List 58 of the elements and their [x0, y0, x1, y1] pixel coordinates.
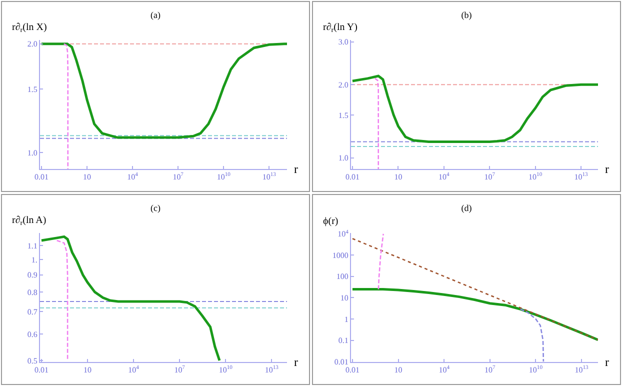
chart-title: (c) [150, 202, 160, 213]
x-tick-label: 10$^{13}$ [264, 365, 279, 375]
chart-title: (b) [461, 10, 472, 20]
y-tick-label: 2.0 [27, 40, 38, 49]
x-tick-label: 10$^{13}$ [262, 172, 276, 182]
x-tick-label: 10$^{10}$ [218, 365, 233, 375]
y-tick-label: 0.9 [27, 270, 38, 280]
x-tick-label: 10$^{7}$ [484, 365, 496, 375]
x-tick-label: 10$^{4}$ [438, 172, 450, 182]
x-tick-label: 10$^{10}$ [528, 365, 543, 375]
y-tick-label: 1.0 [27, 148, 38, 158]
y-tick-label: 1.1 [27, 241, 38, 250]
y-tick-label: 1. [31, 255, 38, 264]
x-axis-title: r [294, 355, 298, 369]
line-series [378, 233, 384, 290]
y-tick-label: 1.5 [338, 110, 348, 120]
x-tick-label: 10$^{4}$ [127, 172, 138, 182]
line-series [63, 43, 69, 169]
y-tick-label: 1.0 [338, 154, 348, 163]
y-tick-label: 10 [340, 294, 348, 302]
x-axis-title: r [294, 162, 298, 176]
x-axis-title: r [605, 355, 609, 369]
x-tick-label: 10 [83, 172, 92, 182]
y-tick-label: 2.0 [338, 80, 348, 90]
chart-title: (d) [461, 202, 472, 213]
y-tick-label: 0.7 [27, 307, 38, 316]
y-axis-title: r∂$_{r}$(ln Y) [323, 22, 358, 34]
y-axis-title: ϕ(r) [323, 216, 338, 227]
x-axis-title: r [605, 162, 609, 176]
x-tick-label: 10$^{4}$ [438, 365, 450, 375]
x-tick-label: 10$^{13}$ [574, 365, 589, 375]
y-tick-label: 1 [344, 314, 348, 324]
x-tick-label: 0.01 [34, 172, 48, 182]
y-tick-label: 0.6 [27, 330, 38, 339]
x-tick-label: 10$^{4}$ [128, 365, 140, 375]
y-tick-label: 10$^{4}$ [338, 229, 349, 239]
x-tick-label: 10$^{10}$ [216, 172, 231, 182]
y-tick-label: 3.0 [338, 38, 348, 47]
y-tick-label: 0.8 [27, 288, 38, 297]
x-tick-label: 10$^{13}$ [574, 172, 588, 182]
y-tick-label: 0.5 [27, 356, 38, 366]
y-tick-label: 100 [336, 272, 348, 282]
x-tick-label: 10$^{7}$ [484, 172, 496, 182]
x-tick-label: 10 [394, 366, 402, 375]
y-tick-label: 1.5 [27, 84, 38, 94]
x-tick-label: 10 [84, 366, 92, 375]
chart-title: (a) [150, 10, 160, 20]
x-tick-label: 10$^{7}$ [174, 365, 186, 375]
x-tick-label: 10$^{7}$ [172, 172, 184, 182]
y-tick-label: 0.1 [338, 336, 348, 346]
x-tick-label: 0.01 [34, 366, 48, 375]
line-series [374, 78, 380, 169]
y-tick-label: 0.01 [334, 357, 348, 366]
y-axis-title: r∂$_{r}$(ln A) [12, 215, 46, 228]
y-tick-label: 1000 [332, 250, 348, 260]
y-axis-title: r∂$_{r}$(ln X) [12, 22, 47, 34]
x-tick-label: 10 [394, 172, 402, 182]
x-tick-label: 10$^{10}$ [528, 172, 542, 182]
